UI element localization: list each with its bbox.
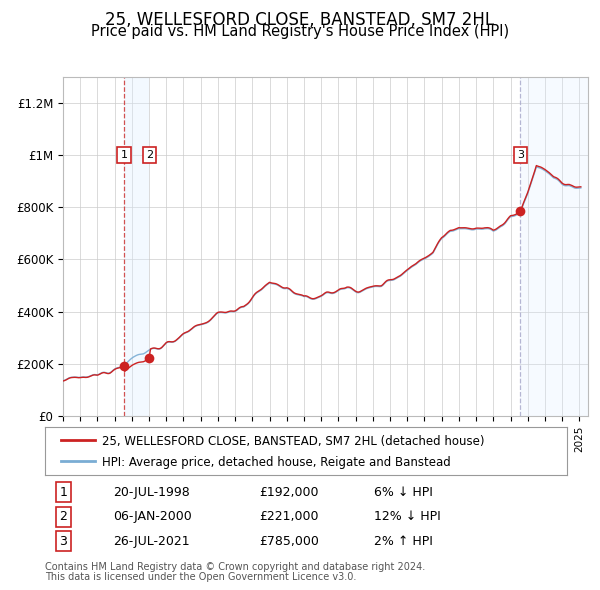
Text: 25, WELLESFORD CLOSE, BANSTEAD, SM7 2HL (detached house): 25, WELLESFORD CLOSE, BANSTEAD, SM7 2HL … [103, 435, 485, 448]
Text: 1: 1 [59, 486, 67, 499]
Text: 2: 2 [146, 150, 153, 160]
Text: £785,000: £785,000 [259, 535, 319, 548]
Bar [124, 77, 149, 416]
Text: 3: 3 [517, 150, 524, 160]
Text: 2% ↑ HPI: 2% ↑ HPI [374, 535, 433, 548]
Text: 06-JAN-2000: 06-JAN-2000 [113, 510, 191, 523]
Text: Price paid vs. HM Land Registry's House Price Index (HPI): Price paid vs. HM Land Registry's House … [91, 24, 509, 38]
Text: 2: 2 [59, 510, 67, 523]
Text: HPI: Average price, detached house, Reigate and Banstead: HPI: Average price, detached house, Reig… [103, 456, 451, 469]
Text: 26-JUL-2021: 26-JUL-2021 [113, 535, 190, 548]
Text: 25, WELLESFORD CLOSE, BANSTEAD, SM7 2HL: 25, WELLESFORD CLOSE, BANSTEAD, SM7 2HL [106, 11, 494, 29]
Text: 20-JUL-1998: 20-JUL-1998 [113, 486, 190, 499]
Text: Contains HM Land Registry data © Crown copyright and database right 2024.: Contains HM Land Registry data © Crown c… [45, 562, 425, 572]
Text: £221,000: £221,000 [259, 510, 319, 523]
Text: 6% ↓ HPI: 6% ↓ HPI [374, 486, 433, 499]
Text: 1: 1 [121, 150, 127, 160]
Text: 3: 3 [59, 535, 67, 548]
Text: £192,000: £192,000 [259, 486, 319, 499]
Text: This data is licensed under the Open Government Licence v3.0.: This data is licensed under the Open Gov… [45, 572, 356, 582]
Bar [520, 77, 588, 416]
Text: 12% ↓ HPI: 12% ↓ HPI [374, 510, 440, 523]
